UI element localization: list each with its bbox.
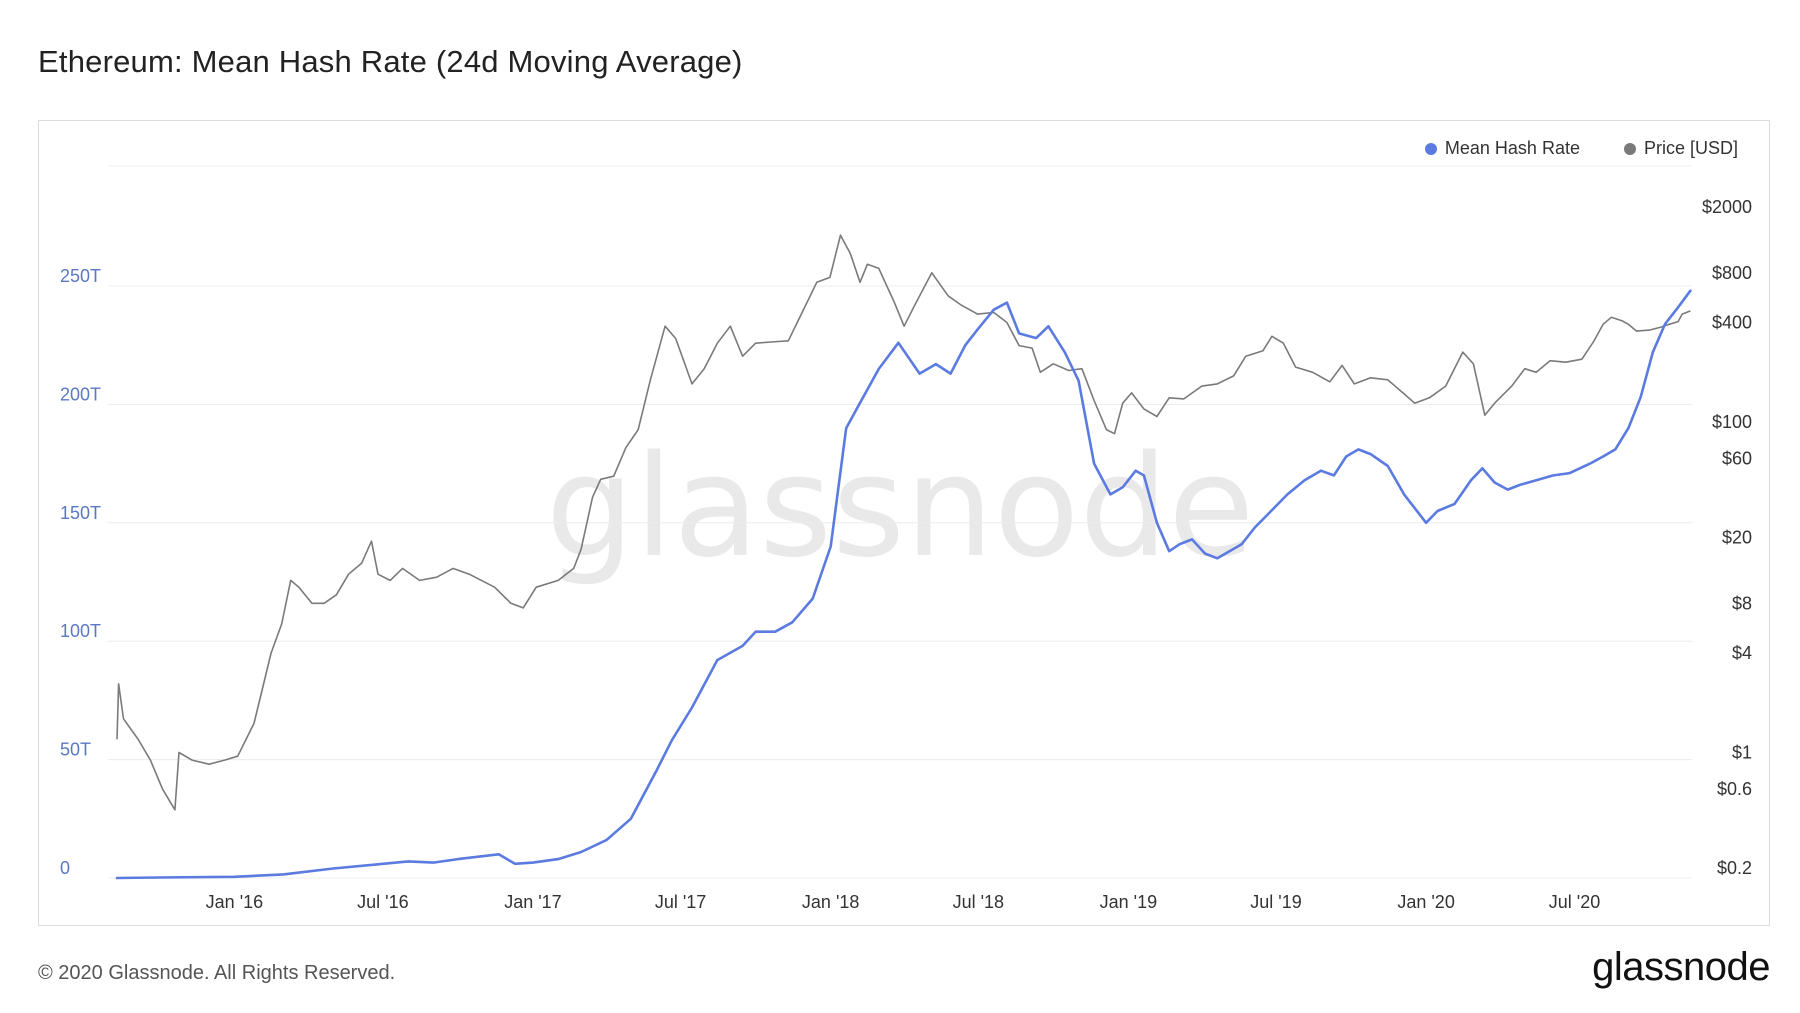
y-right-tick-label: $8 bbox=[1732, 593, 1752, 613]
y-right-tick-label: $2000 bbox=[1702, 197, 1752, 217]
series bbox=[115, 234, 1692, 880]
legend-label-price: Price [USD] bbox=[1643, 138, 1738, 158]
x-tick-label: Jul '16 bbox=[357, 892, 408, 912]
x-tick-label: Jan '19 bbox=[1100, 892, 1157, 912]
grid bbox=[108, 165, 1692, 879]
x-tick-label: Jan '18 bbox=[802, 892, 859, 912]
y-right-tick-label: $400 bbox=[1712, 313, 1752, 333]
legend: Mean Hash Rate Price [USD] bbox=[1424, 138, 1738, 159]
y-right-tick-label: $60 bbox=[1722, 449, 1752, 469]
y-left-tick-label: 50T bbox=[60, 740, 91, 760]
copyright-text: © 2020 Glassnode. All Rights Reserved. bbox=[38, 962, 396, 984]
x-tick-label: Jul '20 bbox=[1549, 892, 1600, 912]
series-line-hash-rate bbox=[115, 289, 1692, 880]
legend-marker-hash-rate bbox=[1424, 142, 1437, 155]
legend-item-hash-rate[interactable]: Mean Hash Rate bbox=[1424, 138, 1580, 159]
chart-title: Ethereum: Mean Hash Rate (24d Moving Ave… bbox=[38, 44, 743, 79]
y-left-tick-label: 0 bbox=[60, 858, 70, 878]
y-left-tick-label: 150T bbox=[60, 503, 101, 523]
y-right-tick-label: $4 bbox=[1732, 643, 1752, 663]
y-left-tick-label: 200T bbox=[60, 384, 101, 404]
x-tick-label: Jan '17 bbox=[504, 892, 561, 912]
watermark: glassnode bbox=[546, 426, 1255, 589]
y-right-tick-label: $20 bbox=[1722, 528, 1752, 548]
y-right-tick-label: $0.6 bbox=[1717, 779, 1752, 799]
axes: 0 50T 100T 150T 200T 250T $0.2 $0.6 $1 $4 $8 $20 $60… bbox=[60, 197, 1752, 912]
legend-marker-price bbox=[1623, 142, 1636, 155]
legend-label-hash-rate: Mean Hash Rate bbox=[1444, 138, 1580, 158]
y-right-tick-label: $1 bbox=[1732, 742, 1752, 762]
x-tick-label: Jul '19 bbox=[1250, 892, 1301, 912]
x-tick-label: Jul '18 bbox=[953, 892, 1004, 912]
brand-logo: glassnode bbox=[1592, 945, 1770, 989]
chart-panel bbox=[38, 120, 1770, 926]
y-right-tick-label: $100 bbox=[1712, 412, 1752, 432]
y-left-tick-label: 250T bbox=[60, 266, 101, 286]
y-left-tick-label: 100T bbox=[60, 621, 101, 641]
y-right-tick-label: $800 bbox=[1712, 263, 1752, 283]
x-tick-label: Jan '20 bbox=[1397, 892, 1454, 912]
y-right-tick-label: $0.2 bbox=[1717, 858, 1752, 878]
series-line-price bbox=[116, 234, 1691, 811]
x-tick-label: Jan '16 bbox=[206, 892, 263, 912]
legend-item-price[interactable]: Price [USD] bbox=[1623, 138, 1738, 159]
x-tick-label: Jul '17 bbox=[655, 892, 706, 912]
